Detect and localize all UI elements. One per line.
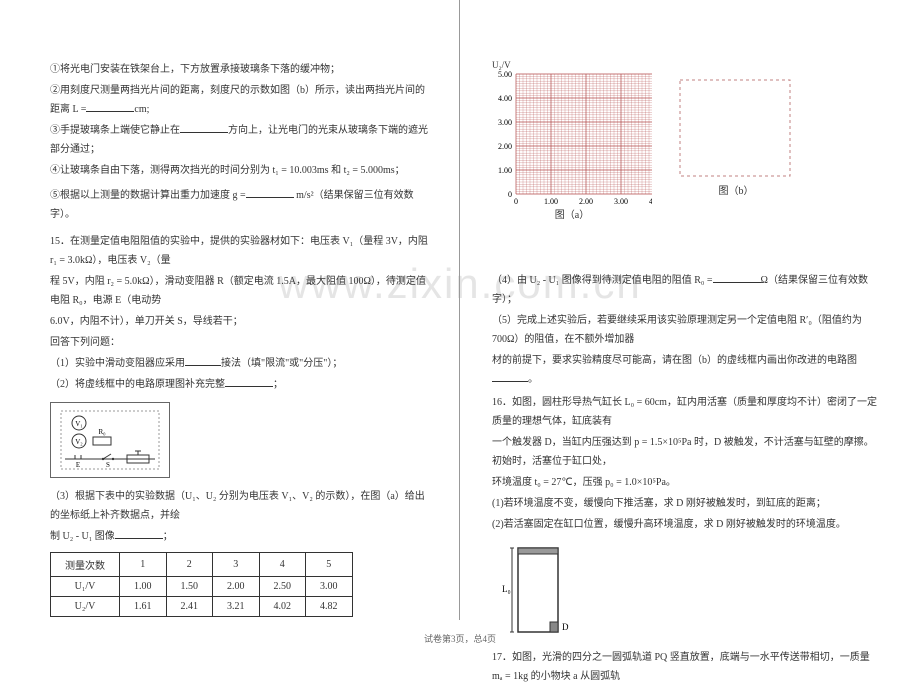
blank-plot (115, 529, 163, 539)
chart-b: 图（b） (676, 60, 796, 197)
th: 5 (306, 553, 353, 577)
blank-method (185, 356, 221, 366)
svg-text:3.00: 3.00 (614, 197, 628, 204)
chart-a: U₂/V 0 1.00 2.00 3.00 4.00 5.00 0 1.00 2.00 3.00 4… (492, 60, 652, 221)
text: 材的前提下，要求实验精度尽可能高，请在图（b）的虚线框内画出你改进的电路图 (492, 355, 857, 366)
blank-g (246, 188, 294, 198)
text: 。 (528, 374, 538, 385)
q14-step5: ⑤根据以上测量的数据计算出重力加速度 g = m/s²（结果保留三位有效数字）。 (50, 186, 431, 224)
grid-a-svg: 01.002.003.004.005.0001.002.003.004.00U₁… (492, 70, 652, 204)
th: 4 (259, 553, 306, 577)
circuit-diagram: V₁ V₂ R₀ E S (50, 402, 170, 478)
svg-text:0: 0 (514, 197, 518, 204)
svg-text:4.00: 4.00 (649, 197, 652, 204)
q14-step2: ②用刻度尺测量两挡光片间的距离，刻度尺的示数如图（b）所示，读出两挡光片间的距离… (50, 81, 431, 119)
th: 2 (166, 553, 213, 577)
text: ； (163, 531, 173, 542)
text: 制 U₂ - U₁ 图像 (50, 531, 115, 542)
svg-text:D: D (562, 622, 569, 632)
q15-c: 6.0V，内阻不计），单刀开关 S，导线若干； (50, 312, 431, 331)
text: （4）由 U₂ - U₁ 图像得到待测定值电阻的阻值 R₀ = (492, 275, 713, 286)
q15-a: 15．在测量定值电阻阻值的实验中，提供的实验器材如下：电压表 V₁（量程 3V，… (50, 232, 431, 270)
cylinder-svg: L₀ D (502, 542, 572, 642)
text: （2）将虚线框中的电路原理图补充完整 (50, 379, 225, 390)
text: 接法（填"限流"或"分压"）； (221, 358, 342, 369)
text: ； (273, 379, 283, 390)
q15-d: 回答下列问题： (50, 333, 431, 352)
td: U₂/V (51, 597, 120, 617)
caption-a: 图（a） (492, 206, 652, 221)
td: U₁/V (51, 577, 120, 597)
td: 4.02 (259, 597, 306, 617)
table-row-header: 测量次数 1 2 3 4 5 (51, 553, 353, 577)
q15-1: （1）实验中滑动变阻器应采用 接法（填"限流"或"分压"）； (50, 354, 431, 373)
th: 3 (213, 553, 260, 577)
svg-text:1.00: 1.00 (544, 197, 558, 204)
svg-text:5.00: 5.00 (498, 70, 512, 79)
q15-3b: 制 U₂ - U₁ 图像 ； (50, 527, 431, 546)
y-axis-label: U₂/V (492, 60, 652, 70)
left-column: ①将光电门安装在铁架台上，下方放置承接玻璃条下落的缓冲物； ②用刻度尺测量两挡光… (0, 0, 460, 620)
table-row-u1: U₁/V 1.00 1.50 2.00 2.50 3.00 (51, 577, 353, 597)
text: （1）实验中滑动变阻器应采用 (50, 358, 185, 369)
svg-text:2.00: 2.00 (579, 197, 593, 204)
svg-text:V₂: V₂ (75, 438, 83, 446)
dash-b-svg (676, 78, 796, 180)
td: 2.00 (213, 577, 260, 597)
svg-text:V₁: V₁ (75, 420, 83, 428)
q14-step4: ④让玻璃条自由下落，测得两次挡光的时间分别为 t₁ = 10.003ms 和 t… (50, 161, 431, 180)
q16-1: (1)若环境温度不变，缓慢向下推活塞，求 D 刚好被触发时，到缸底的距离； (492, 494, 880, 513)
blank-direction (180, 123, 228, 133)
q16-c: 环境温度 t₀ = 27℃，压强 p₀ = 1.0×10⁵Pa。 (492, 473, 880, 492)
q15-b: 程 5V，内阻 r₂ = 5.0kΩ），滑动变阻器 R（额定电流 1.5A，最大… (50, 272, 431, 310)
svg-text:S: S (106, 461, 110, 469)
svg-text:1.00: 1.00 (498, 166, 512, 175)
q16-b: 一个触发器 D，当缸内压强达到 p = 1.5×10⁵Pa 时，D 被触发，不计… (492, 433, 880, 471)
svg-text:3.00: 3.00 (498, 118, 512, 127)
svg-text:0: 0 (508, 190, 512, 199)
svg-text:2.00: 2.00 (498, 142, 512, 151)
q16-a: 16．如图，圆柱形导热气缸长 L₀ = 60cm，缸内用活塞（质量和厚度均不计）… (492, 393, 880, 431)
page: ①将光电门安装在铁架台上，下方放置承接玻璃条下落的缓冲物； ②用刻度尺测量两挡光… (0, 0, 920, 620)
svg-text:E: E (76, 461, 80, 469)
text: ⑤根据以上测量的数据计算出重力加速度 g = (50, 190, 246, 201)
td: 3.21 (213, 597, 260, 617)
table-row-u2: U₂/V 1.61 2.41 3.21 4.02 4.82 (51, 597, 353, 617)
td: 3.00 (306, 577, 353, 597)
td: 1.00 (120, 577, 167, 597)
svg-text:L₀: L₀ (502, 584, 511, 594)
q15-4: （4）由 U₂ - U₁ 图像得到待测定值电阻的阻值 R₀ =Ω（结果保留三位有… (492, 271, 880, 309)
caption-b: 图（b） (676, 182, 796, 197)
td: 1.50 (166, 577, 213, 597)
td: 1.61 (120, 597, 167, 617)
th: 测量次数 (51, 553, 120, 577)
blank-circuit2 (492, 372, 528, 382)
text: ③手提玻璃条上端使它静止在 (50, 125, 180, 136)
blank-circuit (225, 377, 273, 387)
td: 2.50 (259, 577, 306, 597)
q16-2: (2)若活塞固定在缸口位置，缓慢升高环境温度，求 D 刚好被触发时的环境温度。 (492, 515, 880, 534)
svg-text:R₀: R₀ (98, 428, 106, 436)
plots-wrap: U₂/V 0 1.00 2.00 3.00 4.00 5.00 0 1.00 2.00 3.00 4… (492, 60, 880, 221)
th: 1 (120, 553, 167, 577)
circuit-svg: V₁ V₂ R₀ E S (55, 407, 165, 473)
data-table: 测量次数 1 2 3 4 5 U₁/V 1.00 1.50 2.00 2.50 … (50, 552, 353, 617)
q17: 17．如图，光滑的四分之一圆弧轨道 PQ 竖直放置，底端与一水平传送带相切，一质… (492, 648, 880, 686)
td: 2.41 (166, 597, 213, 617)
blank-R0 (713, 273, 761, 283)
q15-3: （3）根据下表中的实验数据（U₁、U₂ 分别为电压表 V₁、V₂ 的示数），在图… (50, 487, 431, 525)
right-column: U₂/V 0 1.00 2.00 3.00 4.00 5.00 0 1.00 2.00 3.00 4… (460, 0, 920, 620)
svg-text:4.00: 4.00 (498, 94, 512, 103)
text: cm; (134, 104, 149, 115)
q15-5a: （5）完成上述实验后，若要继续采用该实验原理测定另一个定值电阻 R′₀（阻值约为… (492, 311, 880, 349)
q15-5b: 材的前提下，要求实验精度尽可能高，请在图（b）的虚线框内画出你改进的电路图。 (492, 351, 880, 389)
q15-2: （2）将虚线框中的电路原理图补充完整 ； (50, 375, 431, 394)
td: 4.82 (306, 597, 353, 617)
blank-L (86, 102, 134, 112)
cylinder-diagram: L₀ D (502, 542, 880, 642)
q14-step3: ③手提玻璃条上端使它静止在方向上，让光电门的光束从玻璃条下端的遮光部分通过； (50, 121, 431, 159)
q14-step1: ①将光电门安装在铁架台上，下方放置承接玻璃条下落的缓冲物； (50, 60, 431, 79)
